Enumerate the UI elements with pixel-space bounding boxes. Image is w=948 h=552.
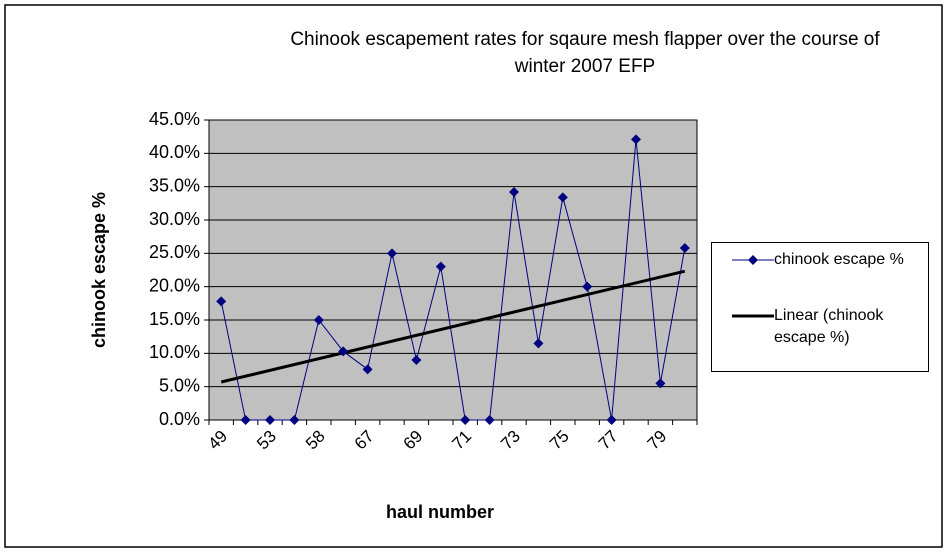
data-point — [265, 415, 275, 425]
data-point — [411, 355, 422, 365]
y-tick-label: 20.0% — [149, 275, 200, 295]
data-point — [240, 415, 251, 425]
y-tick-label: 5.0% — [159, 375, 200, 395]
y-tick-label: 15.0% — [149, 309, 200, 329]
data-point — [387, 248, 397, 259]
plot-area — [209, 120, 697, 420]
legend-key-marker — [748, 255, 758, 265]
x-axis-title: haul number — [386, 502, 494, 522]
legend-keys — [732, 255, 774, 318]
series-line — [220, 139, 686, 421]
data-point — [313, 315, 324, 325]
data-point — [631, 134, 641, 145]
data-point — [557, 192, 568, 203]
trendline — [220, 269, 686, 384]
y-tick-label: 40.0% — [149, 142, 200, 162]
y-tick-label: 0.0% — [159, 409, 200, 429]
y-tick-label: 25.0% — [149, 242, 200, 262]
legend: chinook escape % Linear (chinook escape … — [711, 242, 929, 372]
data-point — [509, 187, 519, 197]
y-tick-label: 30.0% — [149, 209, 200, 229]
legend-label: chinook escape % — [774, 251, 904, 268]
chart-title: Chinook escapement rates for sqaure mesh… — [290, 29, 880, 77]
data-point — [289, 415, 300, 425]
data-point — [679, 243, 690, 253]
data-point — [533, 338, 544, 349]
y-tick-label: 35.0% — [149, 175, 200, 195]
data-point — [582, 281, 593, 292]
data-point — [460, 415, 471, 425]
data-point — [435, 261, 446, 272]
y-tick-label: 10.0% — [149, 342, 200, 362]
data-point — [606, 415, 617, 425]
y-axis-title: chinook escape % — [89, 192, 109, 348]
data-point — [362, 364, 373, 375]
data-point — [216, 296, 227, 307]
legend-label: Linear (chinook escape %) — [774, 307, 884, 346]
y-tick-label: 45.0% — [149, 109, 200, 129]
data-point — [655, 378, 666, 389]
data-point — [338, 346, 349, 357]
data-point — [484, 415, 495, 425]
